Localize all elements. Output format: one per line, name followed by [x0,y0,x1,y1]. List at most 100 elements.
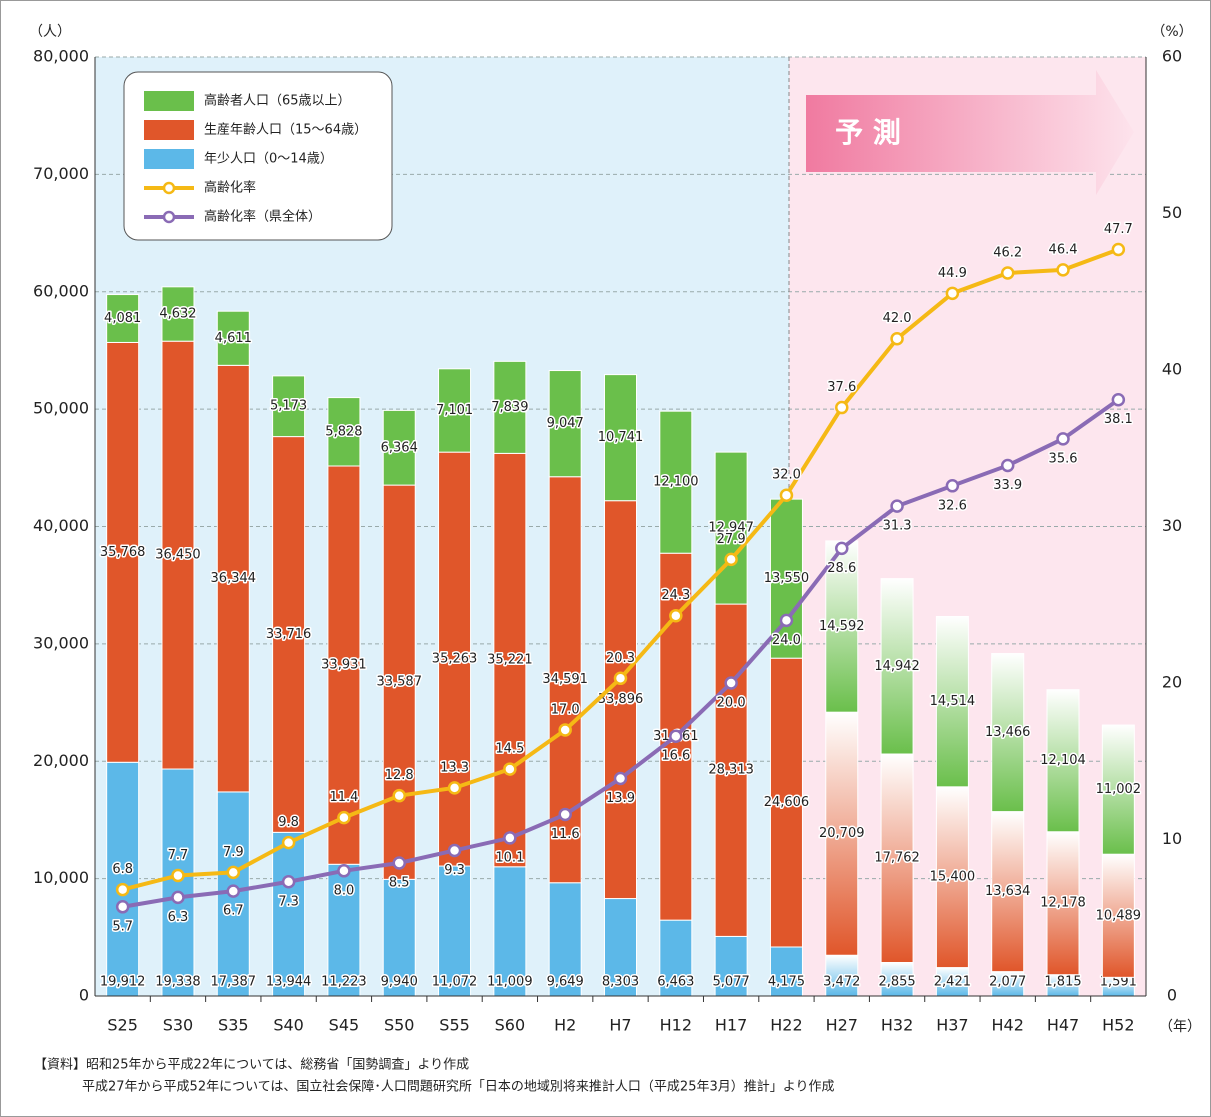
forecast-label: 予 測 [835,116,901,149]
bar-segment [714,603,748,937]
value-label: 6,463 [657,975,694,990]
value-label: 14,592 [819,619,865,634]
y2-tick-label: 40 [1162,360,1182,379]
value-label: 17,762 [874,851,920,866]
line-marker [890,331,904,346]
bar-segment [604,500,637,900]
bar-segment [327,863,361,997]
bar-segment [438,451,472,867]
bar-segment [161,340,195,770]
line-marker [281,835,296,850]
value-label: 28,313 [708,763,754,778]
value-label: 9,940 [381,975,418,990]
value-label: 6,364 [381,440,418,455]
line-marker [945,479,960,493]
line-marker [337,864,351,878]
line-marker [1000,458,1015,473]
bar-segment [714,451,748,605]
value-label: 28.6 [827,561,856,576]
x-tick-label: S60 [495,1016,526,1035]
value-label: 1,815 [1044,975,1081,990]
bar-segment [382,409,416,486]
bar-segment [1101,724,1135,855]
value-label: 10,489 [1096,908,1142,923]
line-marker [503,831,517,845]
line-marker [1056,432,1070,446]
bar-segment [493,360,527,454]
value-label: 34,591 [542,672,588,687]
x-tick-label: S35 [218,1016,249,1035]
value-label: 4,081 [104,311,141,326]
value-label: 44.9 [938,266,967,281]
value-label: 32.6 [938,498,967,513]
value-label: 35.6 [1049,451,1078,466]
value-label: 32.0 [772,468,801,483]
value-label: 11,223 [321,975,367,990]
line-marker [724,676,738,690]
line-marker [115,900,130,914]
x-tick-label: H32 [881,1016,913,1035]
value-label: 10,741 [598,430,644,445]
value-label: 33,587 [376,675,422,690]
line-marker [724,552,738,567]
value-label: 33,716 [266,627,312,642]
x-tick-label: S45 [329,1016,360,1035]
y-tick-label: 80,000 [33,47,89,66]
line-marker [226,865,241,880]
bar-segment [161,768,195,997]
line-marker [392,788,406,803]
value-label: 4,175 [768,975,805,990]
legend-label: 生産年齢人口（15～64歳） [204,122,367,138]
line-marker [115,882,130,897]
value-label: 11,002 [1096,782,1142,797]
x-tick-label: S25 [107,1016,138,1035]
line-marker [171,868,185,883]
bar-segment [880,961,914,997]
bar-segment [991,653,1025,813]
value-label: 24.3 [661,588,690,603]
value-label: 2,855 [878,975,915,990]
value-label: 13.3 [440,760,469,775]
value-label: 13,944 [266,975,312,990]
y2-tick-label: 10 [1162,829,1182,848]
value-label: 7.9 [223,845,244,860]
value-label: 8.0 [334,883,355,898]
y2-tick-label: 0 [1167,986,1177,1005]
value-label: 42.0 [883,311,912,326]
line-marker [945,286,960,301]
y-axis-label: （人） [29,24,71,40]
line-marker [835,400,849,415]
value-label: 4,611 [215,331,252,346]
line-marker [337,810,351,825]
y-tick-label: 40,000 [33,516,89,535]
value-label: 12,947 [708,521,754,536]
value-label: 5,828 [325,424,362,439]
value-label: 8,303 [602,975,639,990]
bar-segment [548,882,582,997]
x-tick-label: S30 [163,1016,194,1035]
line-marker [558,807,572,822]
y-tick-label: 30,000 [33,633,89,652]
value-label: 9,649 [547,975,584,990]
bar-segment [659,410,693,554]
bar-segment [548,370,582,478]
bar-segment [769,657,803,948]
bar-segment [991,811,1025,973]
value-label: 9,047 [547,416,584,431]
bar-segment [438,865,472,997]
legend-swatch [144,91,194,111]
line-marker [1056,263,1070,277]
value-label: 35,221 [487,653,533,668]
bar-segment [493,866,527,997]
source-note: 【資料】昭和25年から平成22年については、総務省「国勢調査」より作成 [34,1058,469,1073]
line-marker [503,762,517,776]
bar-segment [825,540,859,713]
y-tick-label: 60,000 [33,281,89,300]
legend-swatch [162,210,176,224]
bar-segment [1101,853,1135,978]
line-marker [1111,242,1126,257]
x-tick-label: S50 [384,1016,415,1035]
x-tick-label: H37 [936,1016,968,1035]
value-label: 13,466 [985,725,1031,740]
bar-segment [880,578,914,755]
